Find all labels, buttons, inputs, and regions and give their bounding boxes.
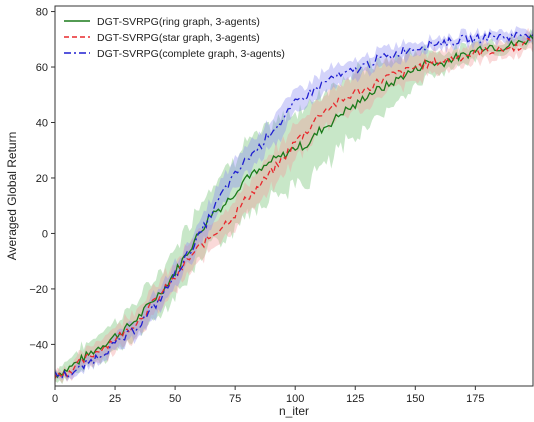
x-tick-label: 125	[346, 393, 364, 405]
series-line-2	[54, 36, 534, 380]
y-tick-label: −20	[29, 284, 48, 296]
plot-frame	[54, 5, 534, 387]
x-tick-label: 100	[286, 393, 304, 405]
x-tick-label: 0	[52, 393, 58, 405]
x-tick-label: 175	[466, 393, 484, 405]
y-tick-label: 80	[36, 7, 48, 19]
y-tick-label: −40	[29, 339, 48, 351]
series-line-3	[54, 31, 534, 380]
x-tick-label: 150	[406, 393, 424, 405]
y-axis-ticks: −40 −20 0 20 40 60 80	[29, 7, 55, 351]
legend: DGT-SVRPG(ring graph, 3-agents) DGT-SVRPG…	[64, 16, 285, 60]
x-tick-label: 50	[169, 393, 181, 405]
legend-entry-1: DGT-SVRPG(ring graph, 3-agents)	[97, 16, 260, 28]
y-tick-label: 20	[36, 173, 48, 185]
confidence-bands	[55, 26, 533, 385]
x-tick-label: 25	[109, 393, 121, 405]
y-axis-label: Averaged Global Return	[5, 132, 19, 261]
legend-entry-3: DGT-SVRPG(complete graph, 3-agents)	[97, 48, 285, 60]
legend-entry-2: DGT-SVRPG(star graph, 3-agents)	[97, 32, 260, 44]
x-axis-ticks: 0 25 50 75 100 125 150 175	[52, 386, 485, 405]
y-tick-label: 60	[36, 62, 48, 74]
x-axis-label: n_iter	[279, 404, 309, 418]
y-tick-label: 0	[42, 228, 48, 240]
series-band-1	[55, 29, 533, 385]
series-lines	[54, 31, 534, 380]
x-tick-label: 75	[229, 393, 241, 405]
series-band-3	[55, 26, 533, 382]
y-tick-label: 40	[36, 117, 48, 129]
